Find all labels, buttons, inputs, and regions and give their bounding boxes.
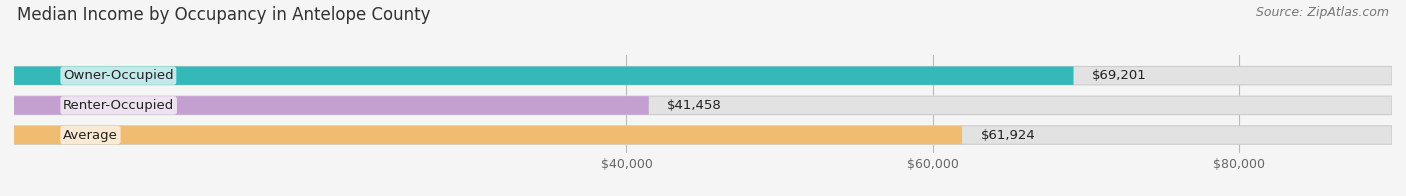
Text: Average: Average — [63, 129, 118, 142]
Text: Owner-Occupied: Owner-Occupied — [63, 69, 174, 82]
Text: $41,458: $41,458 — [666, 99, 721, 112]
FancyBboxPatch shape — [14, 66, 1074, 85]
FancyBboxPatch shape — [14, 96, 1392, 115]
Text: $61,924: $61,924 — [980, 129, 1035, 142]
Text: $69,201: $69,201 — [1092, 69, 1147, 82]
FancyBboxPatch shape — [14, 66, 1392, 85]
Text: Renter-Occupied: Renter-Occupied — [63, 99, 174, 112]
FancyBboxPatch shape — [14, 126, 1392, 144]
FancyBboxPatch shape — [14, 96, 648, 115]
Text: Source: ZipAtlas.com: Source: ZipAtlas.com — [1256, 6, 1389, 19]
FancyBboxPatch shape — [14, 126, 962, 144]
Text: Median Income by Occupancy in Antelope County: Median Income by Occupancy in Antelope C… — [17, 6, 430, 24]
